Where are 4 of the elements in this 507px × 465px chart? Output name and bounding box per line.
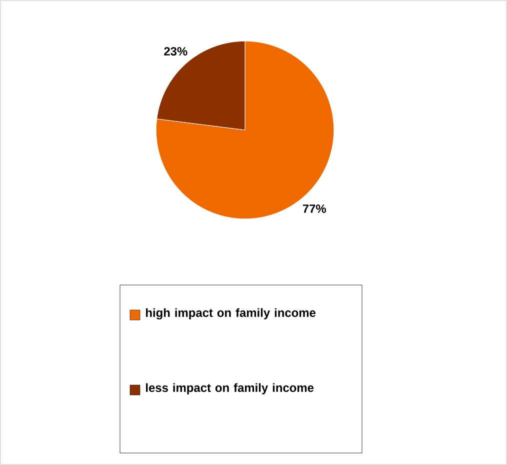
legend-label: high impact on family income (146, 308, 316, 320)
legend-label: less impact on family income (146, 383, 314, 394)
data-label: 77% (302, 204, 326, 213)
data-label: 23% (164, 47, 188, 56)
